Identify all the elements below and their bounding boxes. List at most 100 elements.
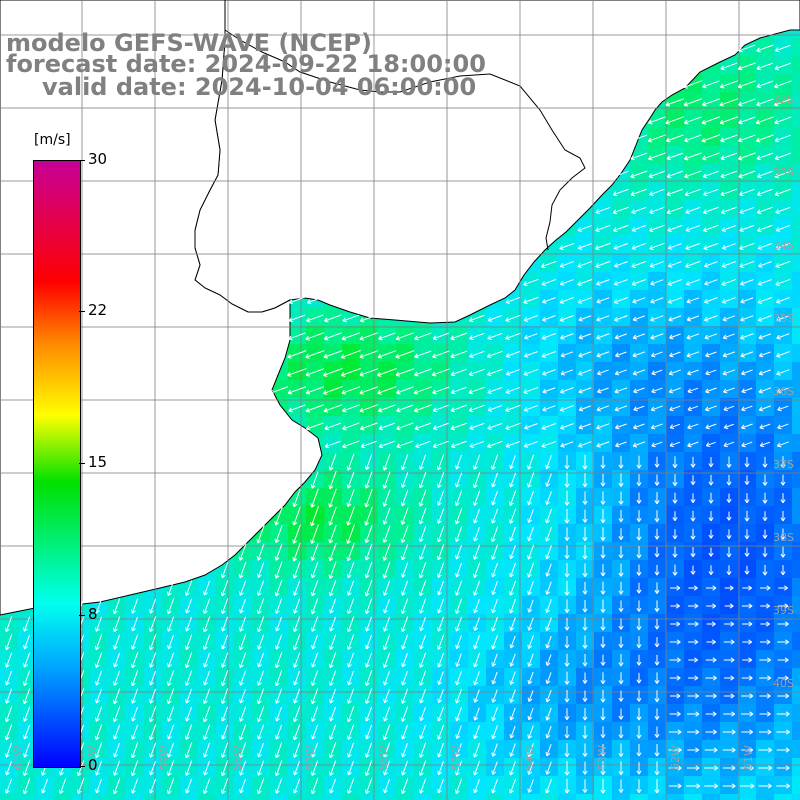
wind-arrow	[185, 616, 193, 632]
model-title: modelo GEFS-WAVE (NCEP)	[6, 29, 372, 57]
wind-arrow	[364, 760, 373, 777]
wind-arrow	[323, 404, 343, 413]
wind-arrow	[400, 580, 409, 596]
wind-arrow	[541, 440, 557, 448]
wind-arrow	[4, 724, 13, 741]
wind-arrow	[687, 747, 700, 753]
wind-arrow	[654, 600, 660, 612]
wind-arrow	[578, 441, 592, 448]
wind-cell	[792, 380, 800, 399]
wind-arrow	[239, 778, 247, 794]
wind-arrow	[419, 707, 426, 722]
wind-arrow	[401, 634, 409, 650]
wind-arrow	[491, 689, 498, 703]
wind-arrow	[418, 454, 427, 470]
wind-arrow	[346, 616, 355, 633]
wind-arrow	[293, 670, 301, 686]
wind-arrow	[364, 778, 373, 794]
wind-arrow	[239, 688, 247, 704]
wind-arrow	[184, 724, 193, 740]
wind-arrow	[668, 369, 681, 376]
wind-arrow	[720, 170, 738, 179]
wind-arrow	[437, 706, 445, 722]
wind-arrow	[473, 635, 480, 650]
wind-arrow	[723, 639, 735, 645]
wind-arrow	[600, 726, 606, 739]
wind-arrow	[382, 652, 391, 668]
wind-arrow	[705, 693, 717, 699]
wind-arrow	[473, 725, 480, 740]
wind-arrow	[310, 579, 319, 597]
wind-arrow	[293, 598, 301, 614]
colorbar-label-8: 8	[88, 605, 98, 623]
wind-arrow	[724, 603, 734, 609]
wind-arrow	[112, 706, 121, 723]
wind-cell	[792, 650, 800, 669]
wind-arrow	[631, 260, 647, 268]
wind-arrow	[491, 743, 498, 757]
wind-cell	[792, 704, 800, 723]
wind-arrow	[744, 457, 750, 468]
wind-arrow	[596, 441, 610, 448]
wind-arrow	[760, 621, 770, 627]
latitude-label: 38S	[773, 531, 794, 544]
wind-arrow	[523, 441, 538, 448]
wind-arrow	[382, 634, 391, 650]
wind-arrow	[667, 224, 683, 232]
wind-arrow	[721, 243, 736, 250]
wind-arrow	[274, 579, 283, 597]
wind-arrow	[329, 778, 337, 794]
wind-arrow	[328, 488, 337, 508]
wind-arrow	[705, 441, 716, 448]
wind-arrow	[582, 653, 588, 667]
wind-arrow	[342, 422, 360, 431]
wind-arrow	[23, 652, 31, 668]
wind-arrow	[723, 657, 735, 663]
wind-cell	[792, 74, 800, 93]
wind-arrow	[274, 670, 283, 687]
wind-cell	[792, 596, 800, 615]
wind-arrow	[777, 621, 789, 627]
wind-cell	[792, 542, 800, 561]
wind-arrow	[737, 80, 756, 89]
wind-arrow	[524, 333, 538, 340]
wind-arrow	[670, 585, 681, 591]
wind-arrow	[346, 688, 355, 704]
wind-arrow	[636, 672, 642, 684]
wind-arrow	[672, 456, 678, 468]
wind-arrow	[633, 387, 645, 394]
wind-arrow	[759, 585, 771, 591]
wind-arrow	[346, 453, 355, 471]
wind-arrow	[509, 760, 517, 776]
wind-arrow	[740, 297, 754, 304]
wind-arrow	[149, 670, 157, 686]
wind-arrow	[596, 405, 610, 412]
wind-arrow	[418, 544, 427, 560]
wind-arrow	[472, 580, 481, 596]
wind-arrow	[636, 618, 642, 631]
wind-arrow	[418, 670, 427, 686]
wind-arrow	[468, 368, 485, 377]
wind-cell	[522, 794, 541, 800]
wind-arrow	[612, 206, 629, 215]
wind-arrow	[220, 598, 229, 615]
wind-arrow	[256, 562, 265, 578]
wind-arrow	[739, 188, 755, 197]
wind-arrow	[723, 423, 734, 430]
wind-arrow	[274, 598, 283, 614]
wind-arrow	[523, 386, 539, 394]
wind-cell	[792, 164, 800, 183]
wind-arrow	[112, 760, 121, 776]
wind-arrow	[307, 296, 323, 305]
wind-arrow	[527, 490, 534, 506]
wind-arrow	[774, 188, 792, 197]
wind-arrow	[469, 350, 485, 359]
wind-cell	[792, 254, 800, 273]
wind-arrow	[690, 528, 696, 540]
wind-arrow	[310, 616, 319, 632]
colorbar-tick	[79, 463, 85, 464]
wind-arrow	[148, 706, 157, 723]
wind-arrow	[527, 653, 534, 667]
wind-arrow	[683, 80, 703, 89]
wind-cell	[306, 794, 325, 800]
